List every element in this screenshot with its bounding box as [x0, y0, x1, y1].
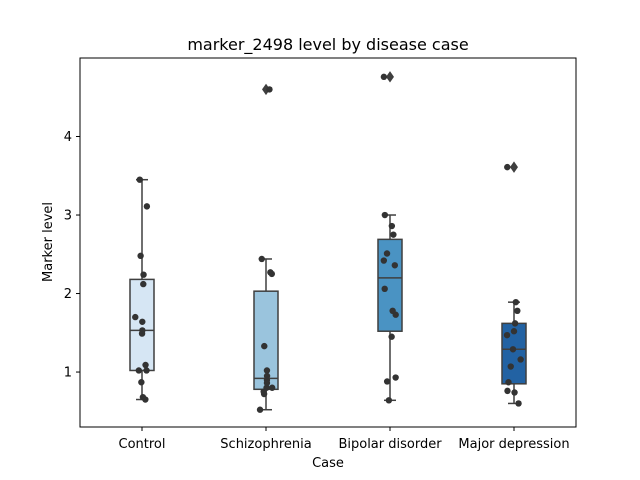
x-tick-label: Control [119, 437, 166, 452]
data-point [383, 378, 391, 385]
data-point [143, 203, 151, 210]
x-axis-label: Case [312, 456, 344, 471]
plot-frame [79, 57, 577, 428]
y-tick-label: 3 [64, 209, 72, 224]
data-point [388, 333, 395, 340]
data-point [391, 262, 399, 269]
data-point [511, 320, 519, 327]
data-point [267, 269, 274, 276]
box-group [253, 83, 279, 411]
data-point [380, 257, 388, 264]
outlier-marker [386, 71, 394, 83]
data-point [263, 367, 271, 374]
data-point [139, 318, 146, 325]
outlier-marker [510, 161, 518, 173]
data-point [503, 331, 511, 339]
y-axis-label: Marker level [41, 202, 56, 282]
data-point [268, 384, 276, 391]
x-tick-label: Major depression [458, 437, 569, 452]
data-point [390, 231, 397, 238]
data-point [517, 356, 524, 363]
data-point [258, 255, 265, 263]
data-point [388, 222, 396, 230]
data-point [256, 406, 264, 413]
y-tick-label: 4 [64, 130, 72, 145]
data-point [261, 342, 268, 350]
box-group [501, 161, 527, 405]
data-point [505, 379, 512, 386]
data-point [139, 327, 146, 334]
data-point [509, 346, 517, 353]
data-point [138, 379, 145, 386]
data-point [512, 298, 520, 306]
data-point [381, 285, 388, 293]
x-tick-label: Schizophrenia [220, 437, 311, 452]
data-point [140, 271, 147, 278]
data-point [383, 250, 391, 257]
data-point [515, 400, 522, 407]
box-group [129, 178, 155, 401]
box-group [377, 71, 403, 402]
strip-points [132, 176, 151, 403]
data-point [142, 361, 149, 369]
data-point [504, 387, 511, 395]
chart-title: marker_2498 level by disease case [187, 35, 468, 55]
x-axis: Control Schizophrenia Bipolar disorder Majo… [119, 427, 570, 452]
data-point [132, 313, 139, 321]
data-point [514, 307, 521, 315]
y-tick-label: 1 [64, 366, 72, 381]
data-point [380, 73, 388, 81]
data-point [263, 372, 271, 380]
data-point [507, 363, 514, 370]
data-point [143, 367, 150, 374]
strip-points [380, 73, 399, 404]
data-point [511, 389, 518, 396]
data-point [135, 367, 143, 374]
data-point [381, 211, 389, 219]
strip-points [503, 163, 524, 407]
data-point [385, 397, 393, 404]
data-point [266, 86, 273, 93]
data-point [139, 393, 147, 401]
plot-area [129, 71, 527, 413]
data-point [504, 163, 511, 171]
x-tick-label: Bipolar disorder [338, 437, 442, 452]
data-point [136, 176, 143, 183]
data-point [392, 374, 399, 381]
data-point [510, 328, 518, 335]
y-tick-label: 2 [64, 287, 72, 302]
data-point [389, 307, 396, 315]
strip-points [256, 86, 276, 413]
y-axis: 1 2 3 4 [64, 130, 80, 381]
data-point [140, 280, 147, 288]
data-point [263, 384, 270, 391]
data-point [137, 252, 144, 260]
